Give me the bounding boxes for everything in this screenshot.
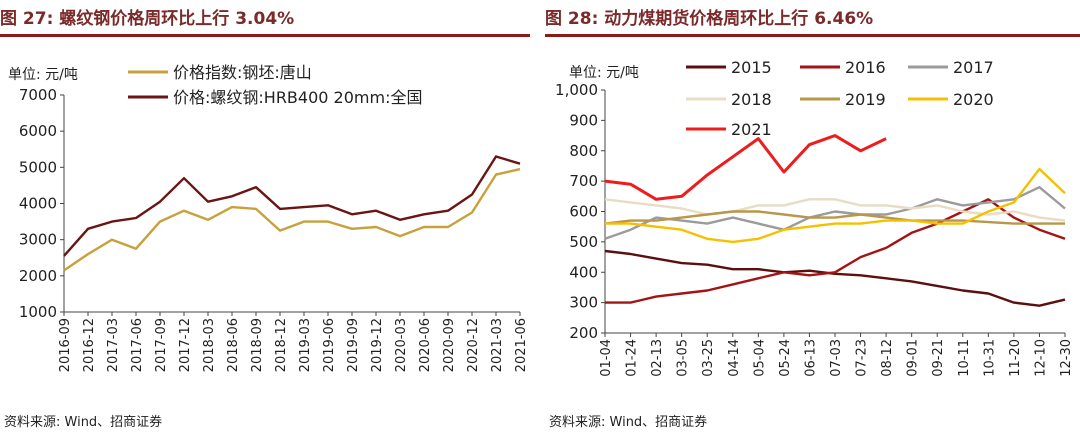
right-y-tick-label: 300	[569, 294, 598, 312]
left-legend-label-0: 价格指数:钢坯:唐山	[173, 63, 312, 82]
right-x-tick-label: 10-31	[982, 339, 997, 377]
right-x-tick-label: 03-05	[676, 339, 691, 377]
left-x-tick-label: 2018-09	[250, 318, 265, 372]
left-source-note: 资料来源: Wind、招商证券	[4, 415, 163, 430]
left-x-tick-label: 2020-06	[418, 318, 433, 372]
left-chart-panel: 图 27: 螺纹钢价格周环比上行 3.04% 单位: 元/吨 1000 2000 3…	[0, 0, 530, 442]
right-x-tick-label: 08-12	[880, 339, 895, 377]
left-x-tick-label: 2017-12	[178, 318, 193, 372]
right-series-line-2021-6	[604, 134, 887, 201]
right-legend-label-6: 2021	[731, 120, 772, 139]
left-x-tick-label: 2020-12	[466, 318, 481, 372]
left-legend-label-1: 价格:螺纹钢:HRB400 20mm:全国	[173, 88, 422, 107]
left-x-tick-label: 2016-09	[58, 318, 73, 372]
right-y-tick-label: 700	[569, 172, 598, 190]
right-x-tick-label: 05-04	[752, 339, 767, 377]
right-x-tick-label: 09-21	[931, 339, 946, 377]
right-legend-label-2: 2017	[953, 58, 994, 77]
right-x-tick-label: 01-04	[599, 339, 614, 377]
left-x-tick-label: 2018-06	[226, 318, 241, 372]
right-y-tick-label: 400	[569, 263, 598, 281]
right-source-note: 资料来源: Wind、招商证券	[549, 415, 708, 430]
left-x-tick-label: 2017-03	[106, 318, 121, 372]
right-chart-panel: 图 28: 动力煤期货价格周环比上行 6.46% 单位: 元/吨 200 300 4…	[545, 0, 1080, 442]
right-line-chart: 200 300 400 500 600 700 800 900 1,000 01-04 01-24 0…	[555, 58, 1074, 377]
right-legend-label-4: 2019	[845, 90, 886, 109]
right-x-tick-label: 03-25	[701, 339, 716, 377]
right-x-tick-label: 09-01	[906, 339, 921, 377]
right-series-line-2015-0	[604, 249, 1066, 307]
left-x-tick-label: 2019-09	[346, 318, 361, 372]
left-x-tick-label: 2020-09	[442, 318, 457, 372]
right-chart-title: 图 28: 动力煤期货价格周环比上行 6.46%	[545, 9, 874, 29]
left-x-tick-label: 2016-12	[82, 318, 97, 372]
right-x-tick-label: 11-20	[1008, 339, 1023, 377]
right-x-tick-label: 01-24	[625, 339, 640, 377]
right-y-tick-label: 800	[569, 142, 598, 160]
left-y-tick-label: 4000	[19, 195, 57, 213]
left-y-tick-label: 3000	[19, 231, 57, 249]
left-x-tick-label: 2019-03	[298, 318, 313, 372]
left-series-line--0	[63, 167, 521, 272]
left-y-tick-label: 7000	[19, 86, 57, 104]
right-x-tick-label: 10-11	[957, 339, 972, 377]
right-series-line-2018-3	[604, 198, 1066, 222]
left-y-tick-label: 5000	[19, 158, 57, 176]
left-x-tick-label: 2018-12	[274, 318, 289, 372]
right-series-line-2020-5	[605, 167, 1066, 244]
left-x-tick-label: 2019-06	[322, 318, 337, 372]
left-x-tick-label: 2021-06	[514, 318, 529, 372]
left-y-tick-label: 6000	[19, 122, 57, 140]
right-series-line-2019-4	[604, 210, 1065, 225]
right-series-line-2017-2	[604, 186, 1066, 240]
left-chart-title: 图 27: 螺纹钢价格周环比上行 3.04%	[0, 9, 295, 29]
right-legend-label-0: 2015	[731, 58, 772, 77]
left-x-tick-label: 2017-09	[154, 318, 169, 372]
left-x-tick-label: 2020-03	[394, 318, 409, 372]
right-title-divider	[545, 34, 1080, 37]
left-unit-label: 单位: 元/吨	[8, 67, 78, 83]
right-legend-label-5: 2020	[953, 90, 994, 109]
right-y-tick-label: 1,000	[555, 81, 598, 99]
right-y-tick-label: 600	[569, 203, 598, 221]
right-x-tick-label: 12-10	[1033, 339, 1048, 377]
right-x-tick-label: 06-13	[803, 339, 818, 377]
right-x-tick-label: 02-13	[650, 339, 665, 377]
right-y-tick-label: 500	[569, 233, 598, 251]
left-y-tick-label: 2000	[19, 267, 57, 285]
right-x-tick-label: 05-24	[778, 339, 793, 377]
left-series-line-HRB40020mm-1	[63, 155, 521, 257]
right-x-tick-label: 07-03	[829, 339, 844, 377]
left-x-tick-label: 2017-06	[130, 318, 145, 372]
right-unit-label: 单位: 元/吨	[569, 65, 639, 81]
left-y-tick-label: 1000	[19, 303, 57, 321]
right-series-line-2016-1	[605, 198, 1066, 304]
right-x-tick-label: 07-23	[855, 339, 870, 377]
left-x-tick-label: 2021-03	[490, 318, 505, 372]
right-legend-label-1: 2016	[845, 58, 886, 77]
right-y-tick-label: 200	[569, 324, 598, 342]
right-y-tick-label: 900	[569, 111, 598, 129]
left-title-divider	[0, 34, 530, 37]
right-x-tick-label: 04-14	[727, 339, 742, 377]
left-x-tick-label: 2019-12	[370, 318, 385, 372]
right-legend-label-3: 2018	[731, 90, 772, 109]
left-line-chart: 1000 2000 3000 4000 5000 6000 7000 2016-09 2016-…	[19, 63, 529, 372]
left-x-tick-label: 2018-03	[202, 318, 217, 372]
right-x-tick-label: 12-30	[1059, 339, 1074, 377]
